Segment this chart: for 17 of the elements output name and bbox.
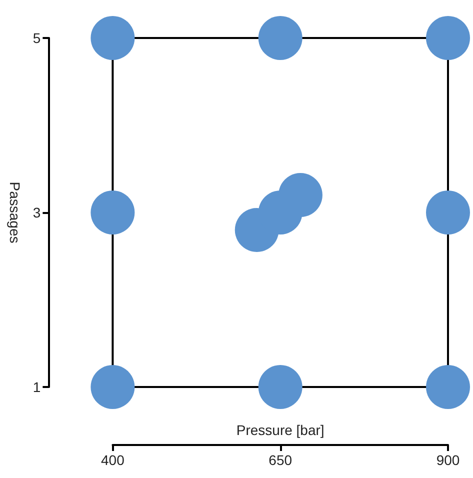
y-tick-label: 1 [32,379,41,395]
x-tick-label: 900 [436,452,460,468]
point [90,190,135,234]
point [258,16,302,60]
y-tick-label: 3 [32,204,41,220]
point [90,365,135,409]
y-axis-title: Passages [7,182,23,244]
x-tick-label: 400 [101,452,125,468]
point [278,173,322,218]
x-axis-title: Pressure [bar] [236,422,324,438]
point [426,365,470,409]
x-tick-label: 650 [268,452,292,468]
point [426,190,470,234]
point [258,365,302,409]
y-tick-label: 5 [32,30,41,46]
point [90,16,135,60]
point [426,16,470,60]
